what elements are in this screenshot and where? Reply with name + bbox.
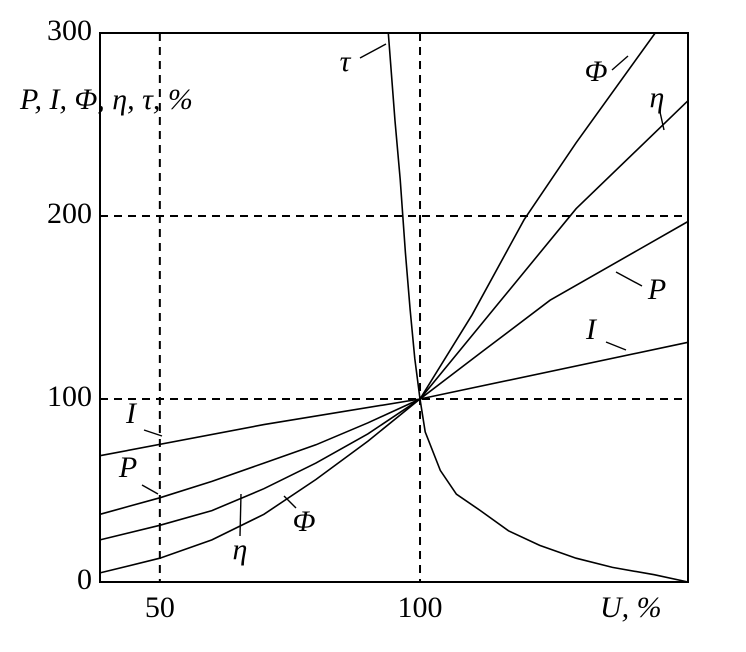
series-line xyxy=(99,32,656,574)
leader-line xyxy=(239,493,242,537)
leader-line xyxy=(615,271,643,287)
y-axis-label: P, I, Φ, η, τ, % xyxy=(19,83,193,116)
curve-label: η xyxy=(233,533,248,566)
x-axis-label: U, % xyxy=(600,591,662,624)
curve-label: P xyxy=(118,451,137,484)
leader-line xyxy=(141,484,159,495)
y-tick-label: 300 xyxy=(47,14,92,47)
leader-line xyxy=(143,429,163,437)
y-tick-label: 200 xyxy=(47,197,92,230)
series-line xyxy=(99,100,689,541)
curve-label: Φ xyxy=(585,55,608,88)
leader-line xyxy=(283,495,297,509)
curve-label: I xyxy=(125,397,138,430)
leader-line xyxy=(605,341,627,351)
curve-label: P xyxy=(647,273,666,306)
series-line xyxy=(99,220,689,516)
y-tick-label: 0 xyxy=(77,563,92,596)
curve-label: I xyxy=(585,313,598,346)
series-line xyxy=(99,341,689,457)
x-tick-label: 50 xyxy=(145,591,175,624)
leader-line xyxy=(359,43,387,59)
curve-label: η xyxy=(650,81,665,114)
x-tick-label: 100 xyxy=(398,591,443,624)
curve-label: τ xyxy=(340,45,352,78)
y-tick-label: 100 xyxy=(47,380,92,413)
curve-label: Φ xyxy=(293,505,316,538)
leader-line xyxy=(611,55,629,71)
leader-line xyxy=(659,111,665,131)
plot-frame xyxy=(99,32,689,583)
series-line xyxy=(387,32,689,583)
